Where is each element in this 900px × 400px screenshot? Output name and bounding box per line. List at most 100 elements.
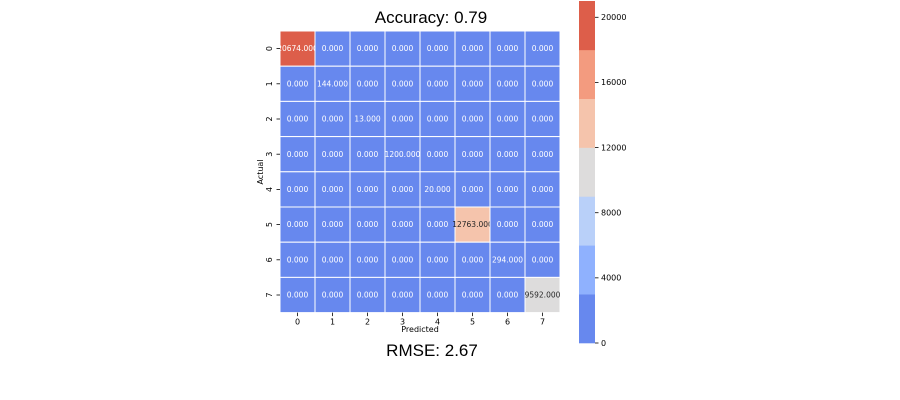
y-tick-label: 0 <box>265 46 274 51</box>
heatmap-cell <box>524 30 561 67</box>
heatmap-cell <box>419 206 456 243</box>
cell-value-label: 0.000 <box>497 115 519 124</box>
cell-value-label: 0.000 <box>532 220 554 229</box>
cell-value-label: 0.000 <box>532 79 554 88</box>
cell-value-label: 0.000 <box>322 44 344 53</box>
heatmap-cell <box>454 30 491 67</box>
cell-value-label: 144.000 <box>317 79 348 88</box>
colorbar-tick-label: 0 <box>601 339 606 348</box>
heatmap-cell <box>419 276 456 314</box>
heatmap-cell <box>279 241 316 278</box>
heatmap-cell <box>314 241 351 278</box>
cell-value-label: 0.000 <box>497 185 519 194</box>
cell-value-label: 0.000 <box>322 150 344 159</box>
cell-value-label: 0.000 <box>357 79 379 88</box>
colorbar-tick-label: 20000 <box>601 13 626 22</box>
heatmap-cell <box>419 136 456 173</box>
cell-value-label: 0.000 <box>532 115 554 124</box>
heatmap-cell <box>524 206 561 243</box>
y-tick-label: 7 <box>265 292 274 297</box>
heatmap-cell <box>384 171 421 208</box>
colorbar-segment <box>579 147 595 197</box>
y-tick-label: 3 <box>265 152 274 157</box>
x-axis-ticks: 0 1 2 3 4 5 6 7 <box>295 312 545 327</box>
y-tick-label: 6 <box>265 257 274 262</box>
x-axis-label: Predicted <box>401 325 439 334</box>
heatmap-cell <box>314 100 351 138</box>
cell-value-label: 0.000 <box>532 255 554 264</box>
cell-value-label: 0.000 <box>287 220 309 229</box>
y-tick-label: 2 <box>265 116 274 121</box>
y-axis-ticks: 0 1 2 3 4 5 6 7 <box>265 46 280 298</box>
cell-value-label: 0.000 <box>392 291 414 300</box>
heatmap-cell <box>384 100 421 138</box>
heatmap-cell <box>314 30 351 67</box>
heatmap-cell <box>349 136 386 173</box>
heatmap-cell <box>489 241 526 278</box>
x-tick-label: 4 <box>435 318 440 327</box>
cell-value-label: 0.000 <box>357 150 379 159</box>
cell-value-label: 0.000 <box>462 150 484 159</box>
cell-value-label: 0.000 <box>357 255 379 264</box>
cell-value-label: 0.000 <box>497 150 519 159</box>
cell-value-label: 0.000 <box>322 185 344 194</box>
cell-value-label: 0.000 <box>427 255 449 264</box>
cell-value-label: 0.000 <box>462 185 484 194</box>
cell-value-label: 20.000 <box>424 185 450 194</box>
colorbar-segment <box>579 1 595 51</box>
heatmap-cell <box>314 65 351 102</box>
cell-value-label: 0.000 <box>497 291 519 300</box>
heatmap-cell <box>454 65 491 102</box>
heatmap-cell <box>524 276 561 314</box>
cell-value-label: 294.000 <box>492 255 523 264</box>
colorbar-ticks: 0 4000 8000 12000 16000 20000 <box>595 13 626 348</box>
colorbar-segment <box>579 196 595 246</box>
cell-value-label: 0.000 <box>462 115 484 124</box>
cell-value-label: 0.000 <box>357 185 379 194</box>
cell-value-label: 0.000 <box>287 115 309 124</box>
cell-value-label: 0.000 <box>427 115 449 124</box>
heatmap-grid: 20674.000 0.000 0.000 0.000 0.000 0.000 0.000 0… <box>277 30 561 314</box>
cell-value-label: 0.000 <box>392 255 414 264</box>
heatmap-cell <box>349 100 386 138</box>
cell-value-label: 0.000 <box>462 44 484 53</box>
cell-value-label: 0.000 <box>357 291 379 300</box>
x-tick-label: 3 <box>400 318 405 327</box>
cell-value-label: 0.000 <box>287 291 309 300</box>
y-tick-label: 1 <box>265 81 274 86</box>
cell-value-label: 0.000 <box>392 220 414 229</box>
x-tick-label: 6 <box>505 318 510 327</box>
heatmap-cell <box>489 136 526 173</box>
cell-value-label: 0.000 <box>427 150 449 159</box>
heatmap-cell <box>349 276 386 314</box>
colorbar <box>579 1 595 344</box>
cell-value-label: 0.000 <box>287 255 309 264</box>
cell-value-label: 0.000 <box>497 44 519 53</box>
cell-value-label: 0.000 <box>462 291 484 300</box>
rmse-label: RMSE: 2.67 <box>386 341 478 360</box>
x-tick-label: 5 <box>470 318 475 327</box>
heatmap-cell <box>524 100 561 138</box>
cell-value-label: 0.000 <box>322 255 344 264</box>
heatmap-cell <box>419 171 456 208</box>
heatmap-cell <box>454 206 491 243</box>
heatmap-cell <box>489 100 526 138</box>
colorbar-tick-label: 8000 <box>601 209 621 218</box>
cell-value-label: 0.000 <box>322 220 344 229</box>
y-tick-label: 5 <box>265 222 274 227</box>
cell-value-label: 0.000 <box>287 150 309 159</box>
heatmap-cell <box>314 206 351 243</box>
cell-value-label: 0.000 <box>462 79 484 88</box>
heatmap-cell <box>384 136 421 173</box>
heatmap-cell <box>349 241 386 278</box>
cell-value-label: 0.000 <box>322 115 344 124</box>
x-tick-label: 1 <box>330 318 335 327</box>
heatmap-cell <box>384 65 421 102</box>
cell-value-label: 1200.000 <box>385 150 421 159</box>
cell-value-label: 0.000 <box>427 44 449 53</box>
y-tick-label: 4 <box>265 187 274 192</box>
cell-value-label: 0.000 <box>392 115 414 124</box>
chart-title: Accuracy: 0.79 <box>375 8 487 27</box>
cell-value-label: 0.000 <box>427 291 449 300</box>
